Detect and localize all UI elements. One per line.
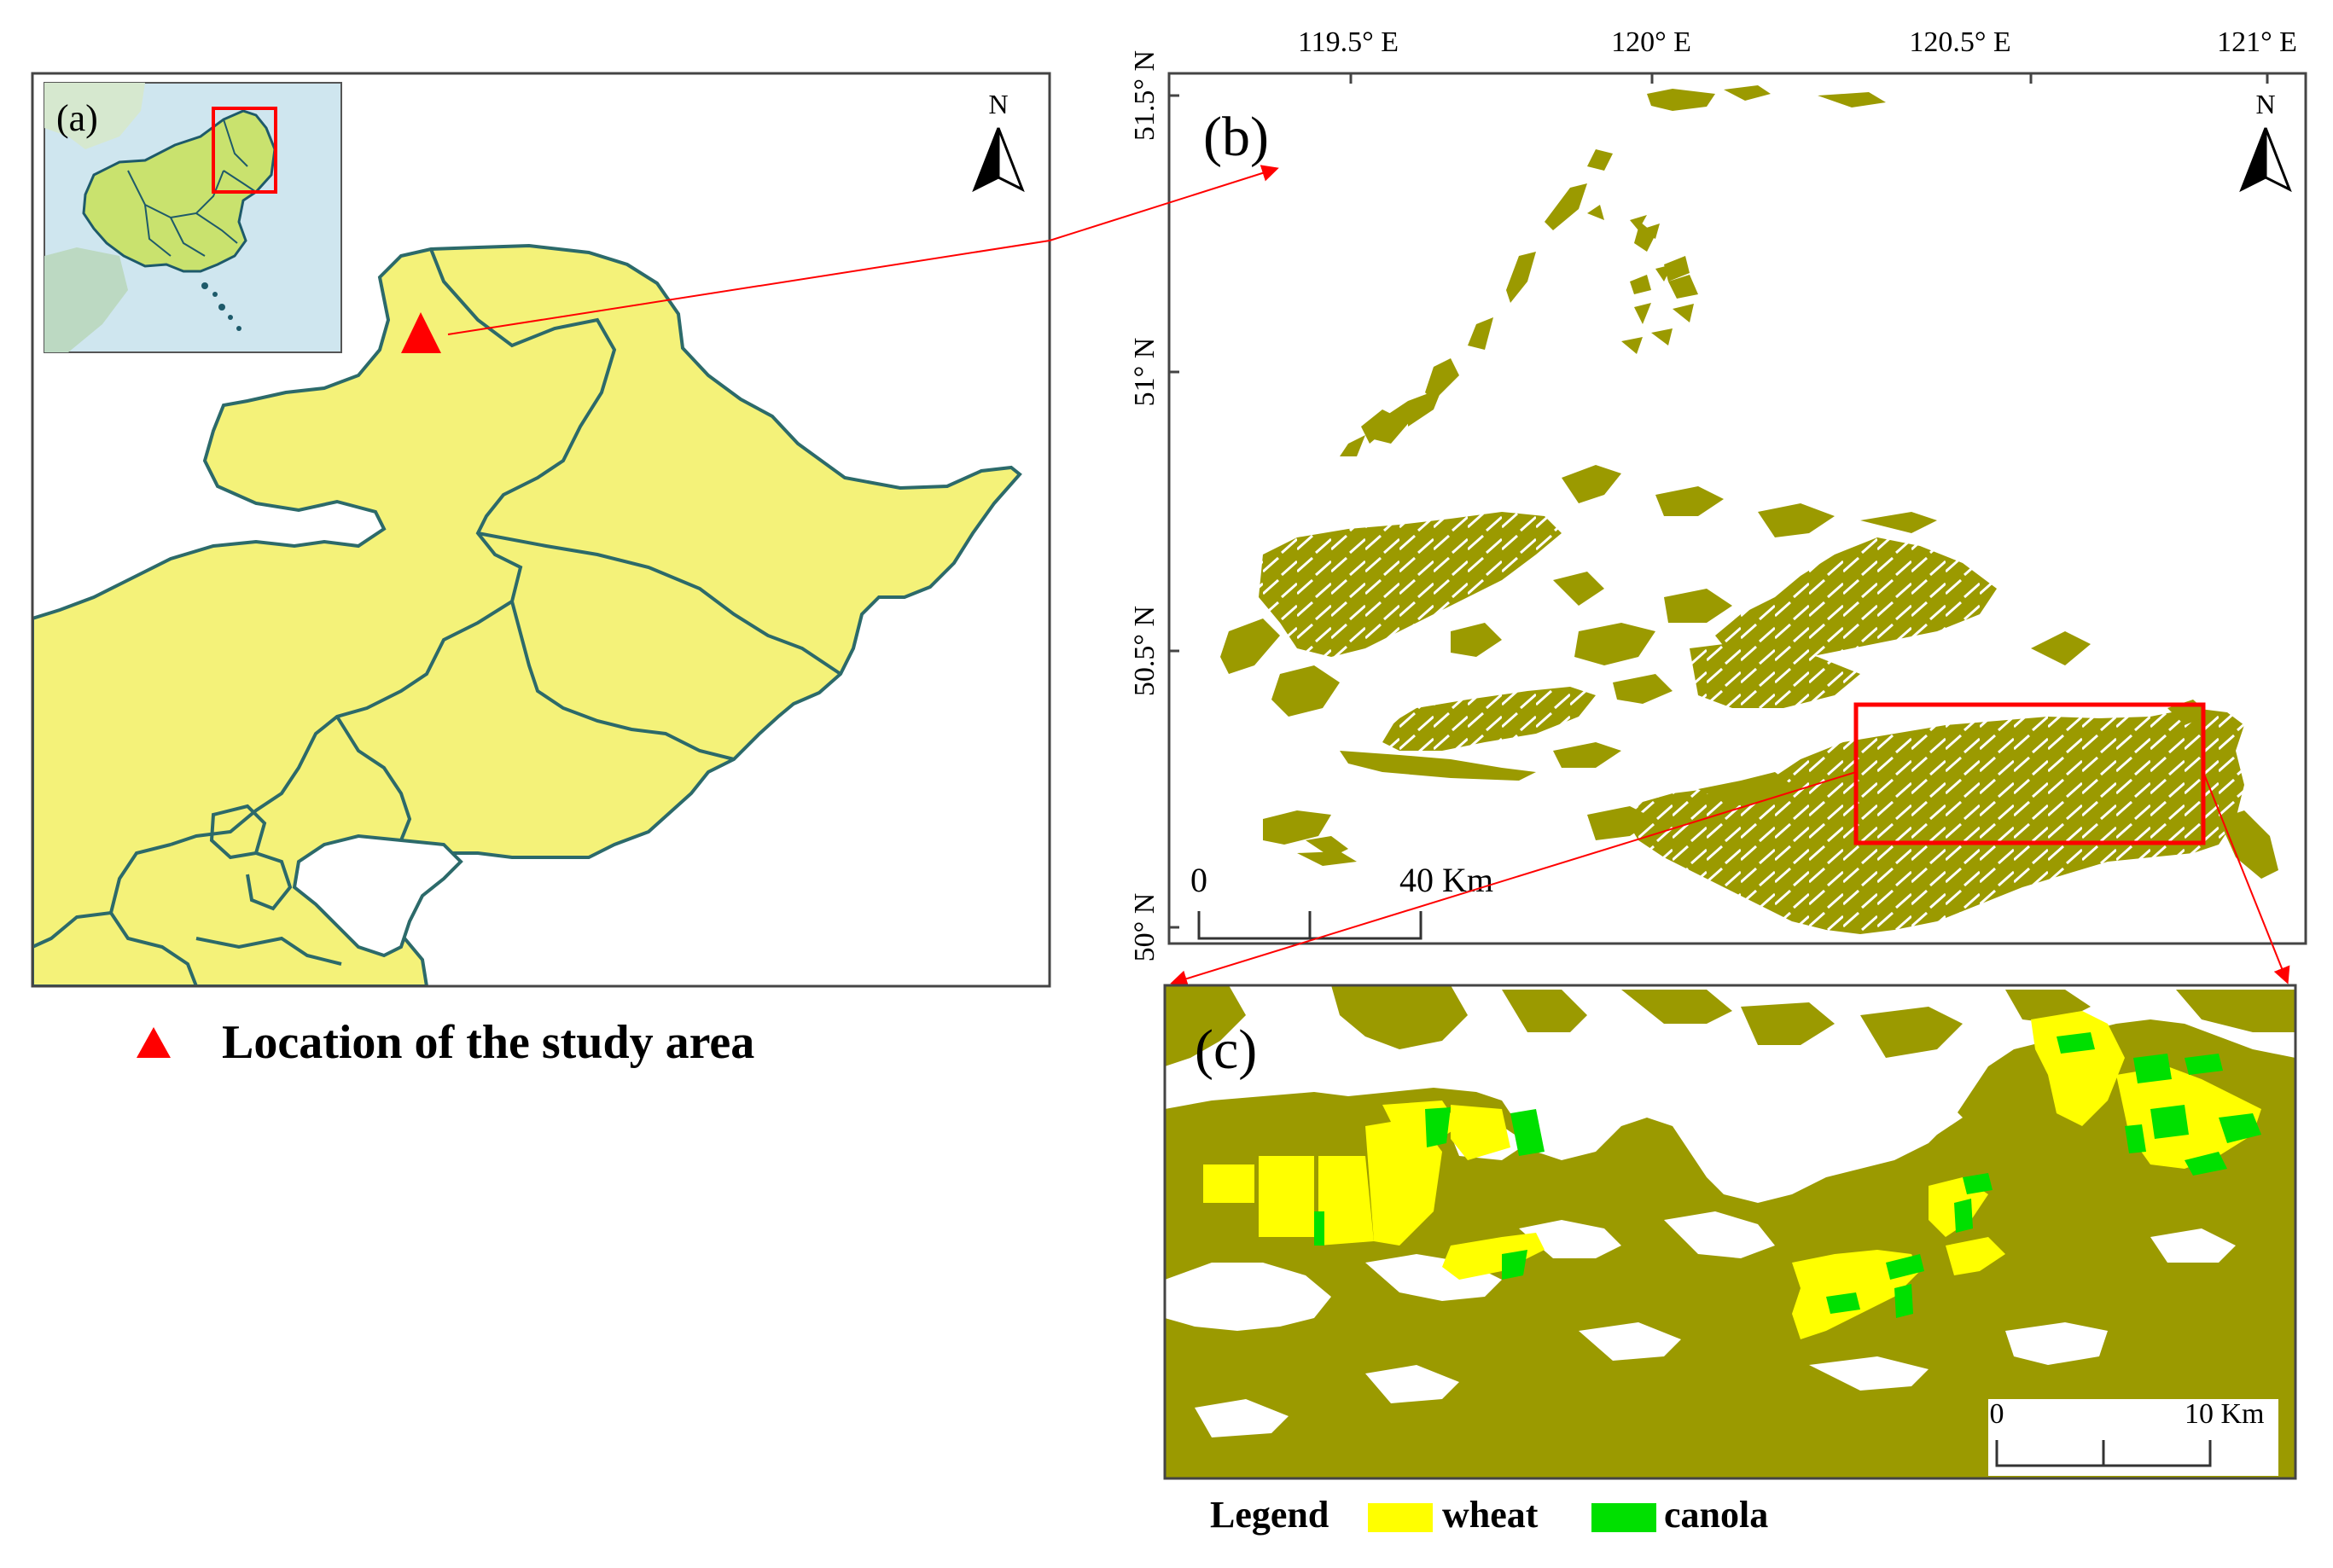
y-axis: 51.5° N 51° N 50.5° N 50° N — [1129, 50, 1179, 961]
panel-c-label: (c) — [1195, 1019, 1257, 1081]
panel-c: (c) 0 10 Km — [1163, 984, 2297, 1480]
scale-bar-start: 0 — [1190, 861, 1207, 899]
x-axis: 119.5° E 120° E 120.5° E 121° E — [1298, 26, 2297, 84]
panel-b-frame — [1167, 72, 2307, 945]
boundary-shanxi — [32, 911, 112, 949]
boundary-inner-mongolia-heilongjiang — [170, 248, 617, 846]
x-tick-label: 121° E — [2217, 26, 2297, 58]
legend-label-wheat: wheat — [1442, 1494, 1539, 1536]
boundary-heilongjiang-jilin — [477, 531, 842, 676]
panel-a-frame — [31, 72, 1051, 988]
location-legend-text: Location of the study area — [222, 1016, 754, 1069]
boundary-hebei-shandong — [195, 936, 342, 966]
y-tick-label: 51.5° N — [1129, 50, 1161, 141]
legend: Legend wheat canola — [1210, 1494, 1768, 1536]
panel-c-frame — [1163, 984, 2297, 1480]
legend-swatch-wheat — [1368, 1503, 1433, 1532]
location-triangle-icon — [137, 1027, 171, 1058]
legend-swatch-canola — [1591, 1503, 1656, 1532]
scale-bar-end: 40 Km — [1399, 861, 1493, 899]
study-area-marker-icon — [401, 312, 441, 353]
china-inset-map — [44, 82, 342, 353]
panel-a-label: (a) — [56, 97, 98, 139]
canola-fields — [1314, 1032, 2261, 1318]
y-tick-label: 51° N — [1129, 338, 1161, 407]
location-legend: Location of the study area — [137, 1016, 754, 1069]
scale-bar-c: 0 10 Km — [1988, 1398, 2278, 1476]
y-tick-label: 50.5° N — [1129, 606, 1161, 696]
inset-location-box — [212, 107, 277, 194]
legend-label-canola: canola — [1664, 1494, 1768, 1536]
north-arrow-icon: N — [972, 89, 1025, 193]
svg-text:N: N — [2255, 89, 2275, 119]
arrow-box-to-c-right — [2202, 771, 2290, 984]
boundary-liaoning-hebei — [335, 715, 412, 841]
china-outline — [82, 109, 276, 273]
panel-a: (a) N — [31, 72, 1051, 988]
boundary-hebei-west — [108, 843, 198, 986]
cropland-middle — [1220, 465, 2091, 781]
x-tick-label: 120.5° E — [1909, 26, 2010, 58]
cropland-southwest — [1263, 810, 1357, 866]
panel-b-label: (b) — [1203, 106, 1269, 168]
arrow-box-to-c-left — [1170, 771, 1857, 987]
northeast-china-land — [32, 243, 1022, 986]
svg-text:N: N — [988, 89, 1008, 119]
panel-b: (b) 119.5° E 120° E 120.5° E 121° E 51.5… — [1129, 26, 2307, 961]
y-tick-label: 50° N — [1129, 893, 1161, 962]
arrow-a-to-b — [447, 165, 1279, 335]
scale-bar-start: 0 — [1990, 1398, 2004, 1430]
scale-bar-end: 10 Km — [2185, 1398, 2265, 1430]
legend-title: Legend — [1210, 1494, 1329, 1536]
cropland-southeast — [1587, 700, 2278, 934]
x-tick-label: 120° E — [1611, 26, 1691, 58]
boundary-tianjin — [246, 851, 293, 911]
connector-arrows — [447, 165, 2290, 987]
x-tick-label: 119.5° E — [1298, 26, 1399, 58]
cropland-north — [1340, 85, 1886, 456]
scale-bar-b: 0 40 Km — [1190, 861, 1493, 940]
boundary-jilin-liaoning — [510, 601, 735, 761]
north-arrow-icon: N — [2239, 89, 2292, 193]
bohai-sea — [292, 833, 463, 958]
